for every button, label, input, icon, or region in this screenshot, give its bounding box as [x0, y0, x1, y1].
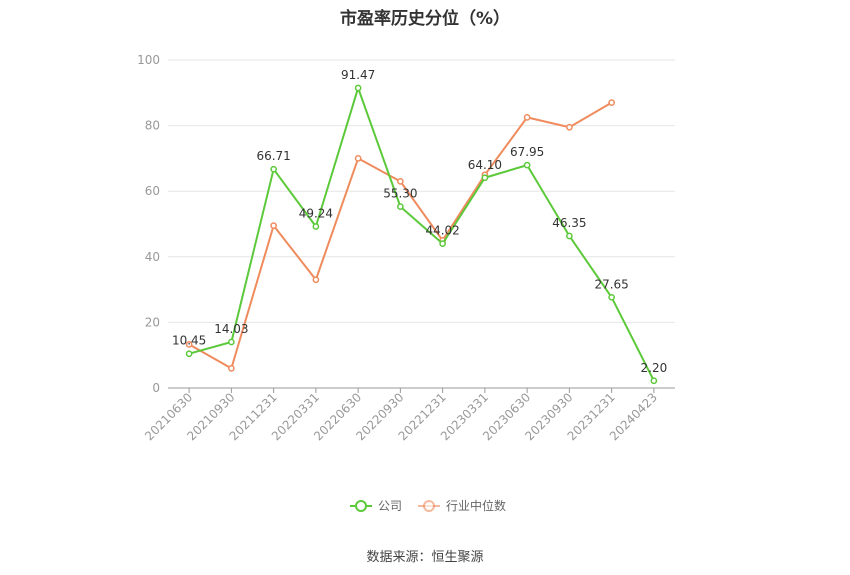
- data-label: 44.02: [425, 224, 459, 238]
- chart-title: 市盈率历史分位（%）: [339, 9, 511, 29]
- y-tick-label: 0: [152, 381, 160, 395]
- data-label: 14.03: [214, 322, 248, 336]
- data-label: 27.65: [594, 277, 628, 291]
- data-label: 2.20: [641, 361, 668, 375]
- data-point-company: [270, 165, 277, 173]
- data-label: 10.45: [172, 334, 206, 348]
- y-tick-label: 100: [137, 53, 160, 67]
- data-point-company: [650, 377, 658, 385]
- data-point-company: [185, 350, 193, 358]
- data-label: 46.35: [552, 216, 586, 230]
- data-point-company: [228, 338, 235, 346]
- legend-label: 行业中位数: [446, 498, 506, 513]
- legend-label: 公司: [378, 499, 402, 513]
- y-tick-label: 20: [145, 315, 160, 329]
- data-label: 66.71: [256, 149, 290, 163]
- y-tick-label: 60: [145, 184, 160, 198]
- data-point-industry-median: [228, 364, 235, 372]
- series-line-industry-median: [188, 101, 613, 370]
- data-point-company: [481, 174, 489, 182]
- data-point-company: [608, 293, 615, 301]
- y-tick-label: 80: [145, 119, 160, 133]
- data-point-industry-median: [523, 114, 531, 121]
- data-label: 67.95: [510, 145, 544, 159]
- data-point-company: [312, 223, 320, 230]
- data-point-industry-median: [312, 276, 320, 284]
- data-point-company: [397, 203, 404, 210]
- series-line-company: [188, 86, 655, 382]
- data-point-industry-median: [354, 155, 362, 162]
- data-point-industry-median: [566, 123, 573, 131]
- data-source: 数据来源：恒生聚源: [366, 550, 484, 565]
- data-point-company: [523, 161, 531, 169]
- y-tick-label: 40: [145, 250, 160, 264]
- legend-swatch-marker: [423, 500, 435, 512]
- data-point-industry-median: [270, 222, 277, 229]
- data-point-company: [566, 232, 573, 240]
- data-point-industry-median: [397, 178, 404, 185]
- data-point-company: [439, 240, 446, 247]
- legend-swatch-marker: [355, 500, 367, 512]
- data-point-industry-median: [185, 341, 193, 348]
- data-label: 91.47: [341, 68, 375, 82]
- data-label: 64.10: [468, 158, 502, 172]
- data-label: 55.30: [383, 187, 417, 201]
- data-label: 49.24: [299, 206, 333, 220]
- data-point-company: [354, 84, 362, 92]
- data-point-industry-median: [608, 99, 615, 106]
